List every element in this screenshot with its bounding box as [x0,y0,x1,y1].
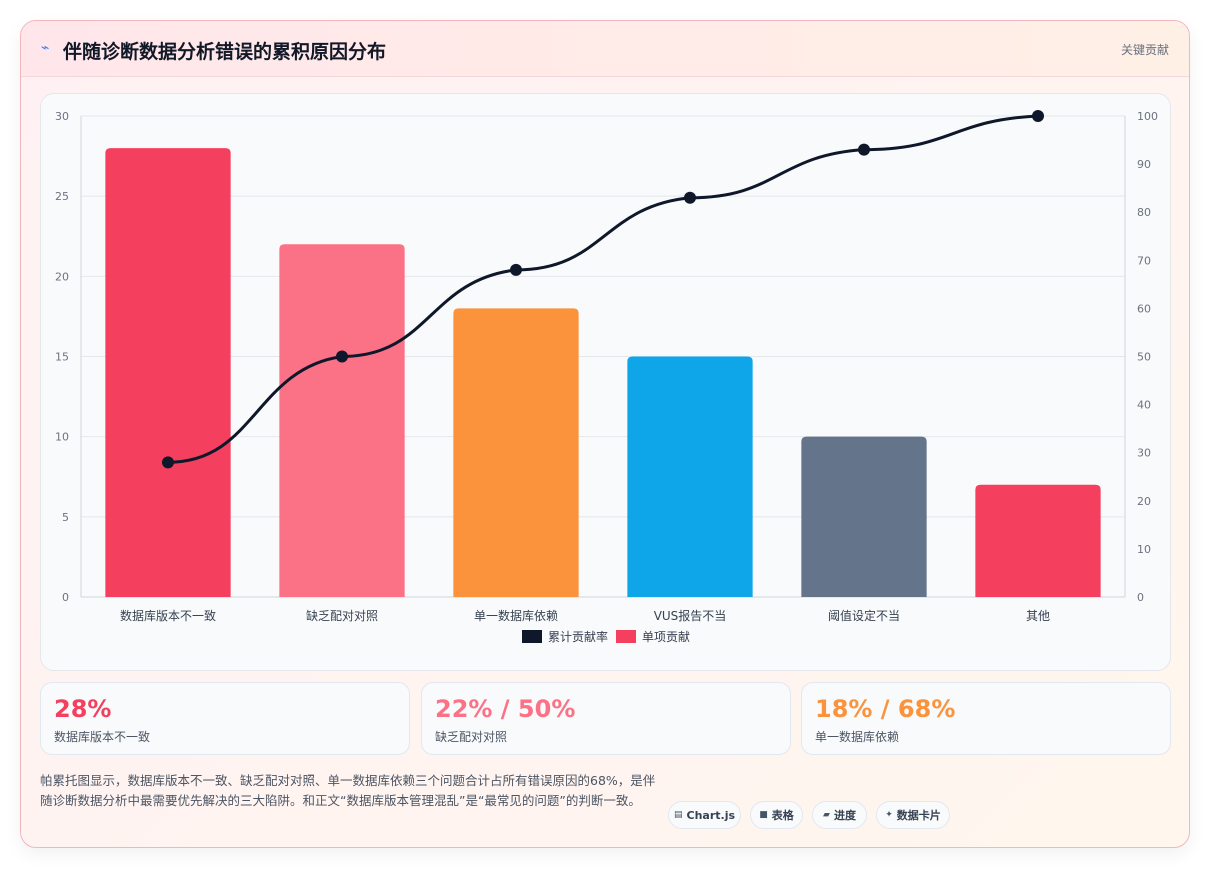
progress-icon: ▰ [823,810,830,820]
stat-value: 28% [54,695,112,723]
x-tick-label: 缺乏配对对照 [306,608,378,623]
y-tick-label: 25 [55,190,69,203]
cumulative-point [684,191,696,204]
y2-tick-label: 90 [1137,158,1151,171]
y-tick-label: 30 [55,110,69,123]
cumulative-line [167,114,1039,464]
bar [105,148,231,598]
pareto-chart: 0 5 10 15 20 25 30 0 10 20 30 40 50 60 70 80 90 100 数据库版本不… [55,110,1158,644]
pill-label: 数据卡片 [896,809,941,822]
cumulative-point [162,456,174,469]
cumulative-point [510,263,522,276]
cumulative-point [336,350,348,363]
x-tick-label: VUS报告不当 [654,608,727,623]
chart-icon: ▤ [673,810,683,820]
bar [975,484,1101,597]
y-tick-label: 0 [62,591,69,604]
y-tick-label: 20 [55,270,69,283]
legend-label: 单项贡献 [642,629,690,644]
pill-label: 进度 [833,809,856,822]
y-tick-label: 10 [55,431,69,444]
card-header: ⌁ 伴随诊断数据分析错误的累积原因分布 关键贡献 [21,21,1189,77]
pill-data-card[interactable]: ✦ 数据卡片 [876,801,950,829]
x-tick-label: 阈值设定不当 [828,608,900,623]
stat-label: 缺乏配对对照 [435,730,508,744]
header-tag: 关键贡献 [1120,43,1169,57]
y2-tick-label: 50 [1137,351,1151,364]
pill-table[interactable]: ■ 表格 [750,801,803,829]
y2-tick-label: 80 [1137,206,1151,219]
x-tick-label: 单一数据库依赖 [474,608,558,623]
pill-label: Chart.js [686,808,736,822]
stat-card-2: 22% / 50% 缺乏配对对照 [421,682,791,755]
sparkle-icon: ✦ [885,810,893,820]
bar [279,244,405,597]
y2-tick-label: 20 [1137,495,1151,508]
chart-note: 帕累托图显示，数据库版本不一致、缺乏配对对照、单一数据库依赖三个问题合计占所有错… [40,773,656,808]
x-tick-label: 数据库版本不一致 [120,608,216,623]
bar [453,308,579,597]
chart-panel: 0 5 10 15 20 25 30 0 10 20 30 40 50 60 70 80 90 100 数据库版本不… [40,93,1171,671]
pill-progress[interactable]: ▰ 进度 [812,801,867,829]
stat-value: 22% / 50% [435,695,576,723]
pill-label: 表格 [771,809,794,822]
table-icon: ■ [759,810,768,820]
stat-value: 18% / 68% [815,695,956,723]
y-tick-label: 15 [55,351,69,364]
stat-card-3: 18% / 68% 单一数据库依赖 [801,682,1171,755]
y-tick-label: 5 [62,511,69,524]
chart-title: 伴随诊断数据分析错误的累积原因分布 [63,41,387,63]
legend-swatch [522,630,542,643]
chart-card: ⌁ 伴随诊断数据分析错误的累积原因分布 关键贡献 0 5 10 15 20 25 30 0 10… [20,20,1190,848]
y2-tick-label: 40 [1137,399,1151,412]
pill-chartjs[interactable]: ▤ Chart.js [668,801,741,829]
lightning-icon: ⌁ [41,40,50,56]
y2-tick-label: 30 [1137,447,1151,460]
bar [627,356,753,597]
stat-label: 数据库版本不一致 [54,730,151,744]
cumulative-point [1032,110,1044,122]
y2-tick-label: 0 [1137,591,1144,604]
stat-label: 单一数据库依赖 [815,730,900,744]
y2-tick-label: 60 [1137,302,1151,315]
y2-tick-label: 10 [1137,543,1151,556]
legend-swatch [616,630,636,643]
y2-tick-label: 100 [1137,110,1158,123]
cumulative-point [858,143,870,156]
y2-tick-label: 70 [1137,254,1151,267]
x-tick-label: 其他 [1026,609,1050,623]
legend-label: 累计贡献率 [548,629,608,644]
stat-card-1: 28% 数据库版本不一致 [40,682,410,755]
bar [801,436,927,597]
